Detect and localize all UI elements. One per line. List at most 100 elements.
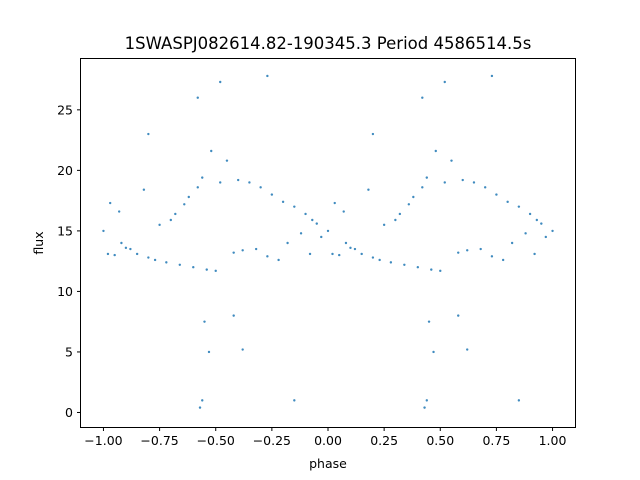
data-point [517,205,521,208]
data-point [232,314,235,317]
data-point [178,263,181,266]
data-point [196,186,199,189]
data-point [106,252,110,256]
data-point [342,210,345,213]
data-point [187,195,190,199]
data-point [443,80,446,84]
data-point [205,268,208,271]
data-point [320,235,323,239]
y-axis-label: flux [31,231,46,254]
y-tick-label: 10 [57,284,73,299]
data-point [423,406,426,409]
x-axis-ticks: −1.00 −0.75 −0.50 −0.25 0.00 0.25 0.50 0.75 1.00 [84,427,567,448]
y-tick-label: 25 [57,102,73,117]
x-tick-label: −0.75 [140,433,178,448]
data-point [389,261,393,264]
x-tick-label: −0.25 [253,433,291,448]
data-point [311,218,314,222]
data-point [207,350,211,354]
data-point [506,200,509,204]
data-point [266,74,269,78]
data-point [394,218,397,222]
data-point [165,261,168,264]
y-tick-label: 5 [65,344,73,359]
y-tick-label: 0 [65,405,73,420]
data-point [382,223,386,227]
data-point [501,258,505,262]
data-point [293,205,296,208]
data-point [153,258,157,262]
data-point [425,399,428,402]
x-tick-label: −0.50 [197,433,235,448]
data-point [524,232,527,235]
data-point [299,232,303,235]
data-point [142,188,146,191]
data-point [192,266,195,269]
data-point [535,218,539,222]
data-point [326,229,330,233]
x-tick-label: 0.75 [482,433,510,448]
y-tick-label: 15 [57,223,73,238]
data-point [210,149,213,153]
data-point [174,212,177,216]
data-point [360,252,363,256]
data-point [450,159,453,162]
data-point [353,247,357,251]
data-point [241,249,244,252]
data-point [457,251,460,254]
data-point [277,258,280,262]
data-point [108,201,112,205]
data-point [443,181,446,184]
data-point [304,212,307,216]
data-point [483,186,487,189]
data-point [403,263,406,266]
x-axis-label: phase [309,456,347,471]
data-point [338,253,341,257]
data-point [466,348,469,351]
data-point [201,176,204,179]
data-point [371,132,375,136]
data-point [196,96,199,99]
data-point [490,74,494,78]
data-point [203,320,206,323]
data-point [466,249,469,252]
data-point [517,399,521,402]
data-point [117,210,121,213]
data-point [198,406,202,409]
y-tick-label: 20 [57,163,73,178]
data-point [416,266,420,269]
data-point [421,186,424,189]
data-point [398,212,402,216]
data-point [124,246,128,250]
data-point [266,255,269,258]
data-point [254,247,258,251]
data-point [248,181,251,184]
data-point [432,350,435,354]
x-tick-label: 0.50 [426,433,454,448]
data-point [270,193,274,196]
data-point [344,241,348,245]
data-point [439,269,442,273]
data-point [183,203,186,206]
data-point [113,253,116,257]
data-point [147,132,150,136]
data-point [169,218,173,222]
data-point [102,229,105,233]
data-point [349,246,352,250]
data-point [241,348,244,351]
data-point [412,195,415,199]
data-point [495,193,498,196]
data-point [371,256,375,259]
y-axis-ticks: 0 5 10 15 20 25 [57,102,81,420]
x-tick-label: 1.00 [539,433,567,448]
data-point [457,314,460,317]
data-point [533,252,536,256]
data-point [551,229,554,233]
data-point [315,222,318,225]
data-point [490,255,494,258]
data-point [120,241,123,245]
data-point [308,252,312,256]
data-point [232,251,235,254]
data-point [331,252,334,256]
